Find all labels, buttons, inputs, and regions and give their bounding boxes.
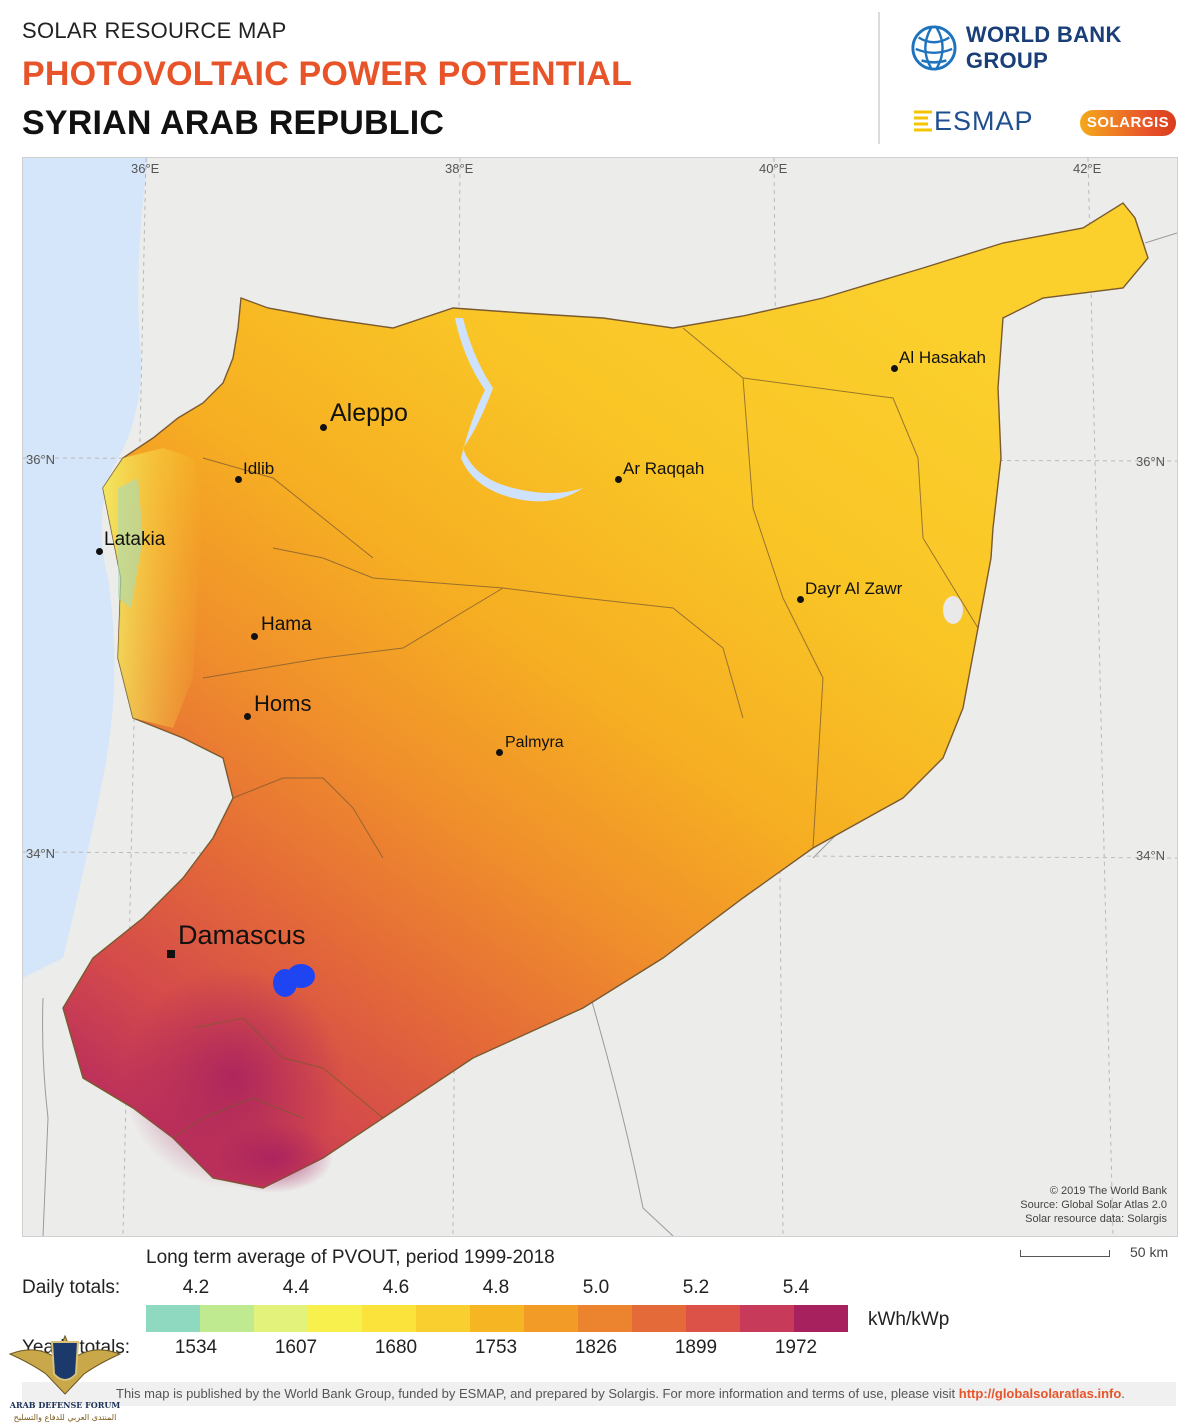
city-label-hama[interactable]: Hama (261, 614, 312, 635)
city-dot-homs (244, 713, 251, 720)
city-dot-palmyra (496, 749, 503, 756)
legend-unit: kWh/kWp (868, 1309, 950, 1330)
yearly-tick: 1680 (374, 1337, 418, 1358)
lon-label-40: 40°E (759, 161, 788, 176)
sun-rays-icon (914, 110, 932, 131)
color-swatch (794, 1305, 848, 1332)
world-bank-label: WORLD BANK GROUP (965, 22, 1122, 73)
city-dot-hama (251, 633, 258, 640)
yearly-tick: 1534 (174, 1337, 218, 1358)
color-swatch (254, 1305, 308, 1332)
color-swatch (740, 1305, 794, 1332)
esmap-label: ESMAP (934, 106, 1034, 136)
daily-tick: 5.4 (782, 1277, 810, 1298)
color-swatch (686, 1305, 740, 1332)
map-title: PHOTOVOLTAIC POWER POTENTIAL (22, 55, 633, 93)
watermark-line2: المنتدى العربي للدفاع والتسليح (14, 1413, 117, 1422)
yearly-tick: 1972 (774, 1337, 818, 1358)
lon-label-38: 38°E (445, 161, 474, 176)
globe-icon (911, 25, 957, 71)
footer-statement: This map is published by the World Bank … (116, 1386, 959, 1401)
color-swatch (362, 1305, 416, 1332)
city-dot-dayr-al-zawr (797, 596, 804, 603)
lake-assad (455, 318, 583, 502)
legend-title: Long term average of PVOUT, period 1999-… (146, 1247, 555, 1268)
scale-label: 50 km (1130, 1244, 1169, 1260)
esmap-logo[interactable]: ESMAP (912, 106, 1034, 137)
dark-blue-marker-2 (273, 969, 297, 997)
lat-label-36-right: 36°N (1136, 454, 1166, 469)
header-divider (878, 12, 880, 144)
city-label-aleppo[interactable]: Aleppo (330, 399, 408, 427)
capital-marker-damascus (167, 950, 175, 958)
yearly-tick: 1753 (474, 1337, 518, 1358)
watermark-line1: ARAB DEFENSE FORUM (9, 1400, 121, 1410)
lon-label-36: 36°E (131, 161, 160, 176)
city-dot-latakia (96, 548, 103, 555)
scale-bar (1020, 1250, 1110, 1257)
footer-text: This map is published by the World Bank … (116, 1386, 1125, 1401)
credit-data: Solar resource data: Solargis (1025, 1213, 1167, 1225)
map-area[interactable]: 36°E 38°E 40°E 42°E 36°N 36°N 34°N 34°N … (22, 157, 1178, 1237)
yearly-tick: 1899 (674, 1337, 718, 1358)
city-label-palmyra[interactable]: Palmyra (505, 734, 564, 751)
color-swatch (632, 1305, 686, 1332)
daily-tick: 4.6 (382, 1277, 410, 1298)
color-swatch (308, 1305, 362, 1332)
world-bank-logo[interactable]: WORLD BANK GROUP (910, 20, 1200, 76)
footer-period: . (1121, 1386, 1125, 1401)
lon-label-42: 42°E (1073, 161, 1102, 176)
arab-defense-forum-logo: ARAB DEFENSE FORUM المنتدى العربي للدفاع… (8, 1334, 122, 1422)
daily-tick: 5.2 (682, 1277, 710, 1298)
mountain-low-area (118, 478, 143, 608)
header: SOLAR RESOURCE MAP PHOTOVOLTAIC POWER PO… (0, 0, 1200, 160)
city-label-latakia[interactable]: Latakia (104, 529, 166, 550)
credit-source: Source: Global Solar Atlas 2.0 (1020, 1199, 1167, 1211)
color-swatch (146, 1305, 200, 1332)
map-credits: © 2019 The World Bank Source: Global Sol… (1020, 1184, 1167, 1226)
lat-label-34-right: 34°N (1136, 848, 1166, 863)
city-dot-idlib (235, 476, 242, 483)
solar-map-graphic (23, 158, 1177, 1236)
city-label-dayr-al-zawr[interactable]: Dayr Al Zawr (805, 579, 903, 598)
daily-tick: 4.4 (282, 1277, 310, 1298)
city-label-damascus[interactable]: Damascus (178, 920, 306, 950)
daily-totals-label: Daily totals: (22, 1277, 121, 1298)
sea (23, 158, 148, 978)
footer-bar: This map is published by the World Bank … (22, 1382, 1176, 1406)
daily-tick: 4.8 (482, 1277, 510, 1298)
credit-copyright: © 2019 The World Bank (1049, 1185, 1167, 1197)
daily-tick: 4.2 (182, 1277, 210, 1298)
color-swatch (470, 1305, 524, 1332)
city-label-al-hasakah[interactable]: Al Hasakah (899, 348, 986, 367)
city-label-ar-raqqah[interactable]: Ar Raqqah (623, 459, 705, 478)
hot-zone-south (213, 1123, 333, 1193)
city-dot-al-hasakah (891, 365, 898, 372)
yearly-tick: 1826 (574, 1337, 618, 1358)
color-swatch (578, 1305, 632, 1332)
solargis-logo[interactable]: SOLARGIS (1080, 110, 1176, 136)
country-title: SYRIAN ARAB REPUBLIC (22, 104, 445, 142)
city-dot-ar-raqqah (615, 476, 622, 483)
pvout-color-scale (146, 1305, 848, 1332)
color-swatch (200, 1305, 254, 1332)
map-eyebrow: SOLAR RESOURCE MAP (22, 18, 287, 43)
city-dot-aleppo (320, 424, 327, 431)
city-label-idlib[interactable]: Idlib (243, 459, 275, 478)
lat-label-36-left: 36°N (26, 452, 56, 467)
lake-east (943, 596, 963, 624)
daily-tick: 5.0 (582, 1277, 610, 1298)
footer-link[interactable]: http://globalsolaratlas.info (958, 1386, 1122, 1401)
admin-boundaries (172, 327, 979, 1139)
yearly-tick: 1607 (274, 1337, 318, 1358)
lat-label-34-left: 34°N (26, 846, 56, 861)
city-label-homs[interactable]: Homs (254, 691, 312, 716)
color-swatch (524, 1305, 578, 1332)
color-swatch (416, 1305, 470, 1332)
